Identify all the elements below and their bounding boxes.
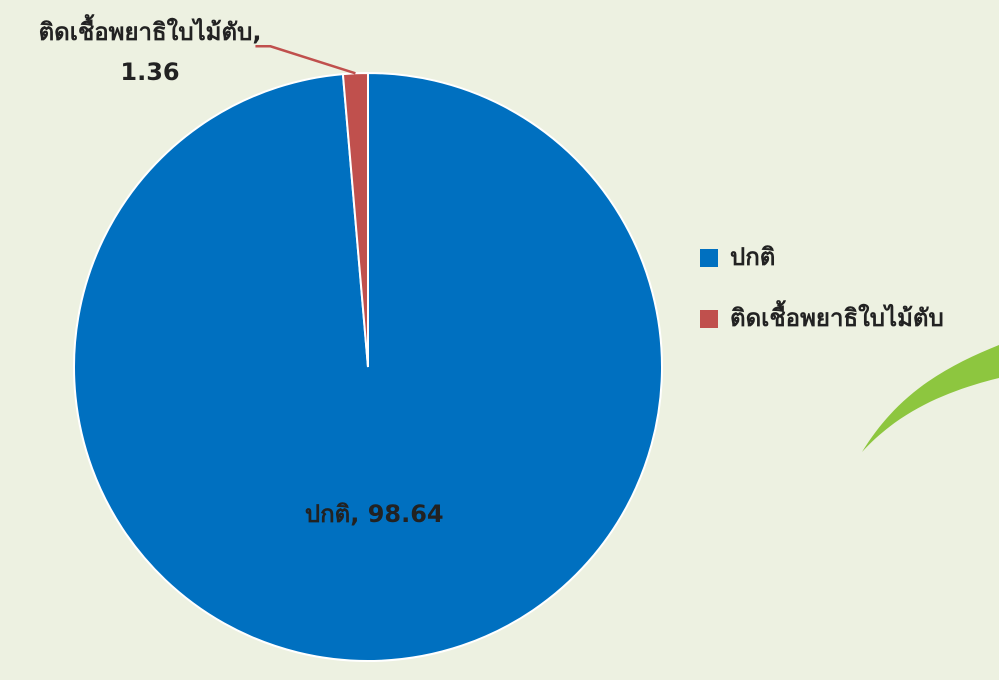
pie-slice [341,71,369,368]
legend-swatch [700,249,718,267]
data-label: ติดเชื้อพยาธิใบไม้ตับ, 1.36 [38,18,262,86]
legend: ปกติติดเชื้อพยาธิใบไม้ตับ [700,243,944,332]
legend-label: ปกติ [730,243,775,271]
data-label: ปกติ, 98.64 [304,499,444,528]
leader-line [255,45,356,75]
legend-swatch [700,310,718,328]
pie [73,45,663,662]
legend-label: ติดเชื้อพยาธิใบไม้ตับ [730,299,944,332]
decor-swoosh [862,345,999,452]
